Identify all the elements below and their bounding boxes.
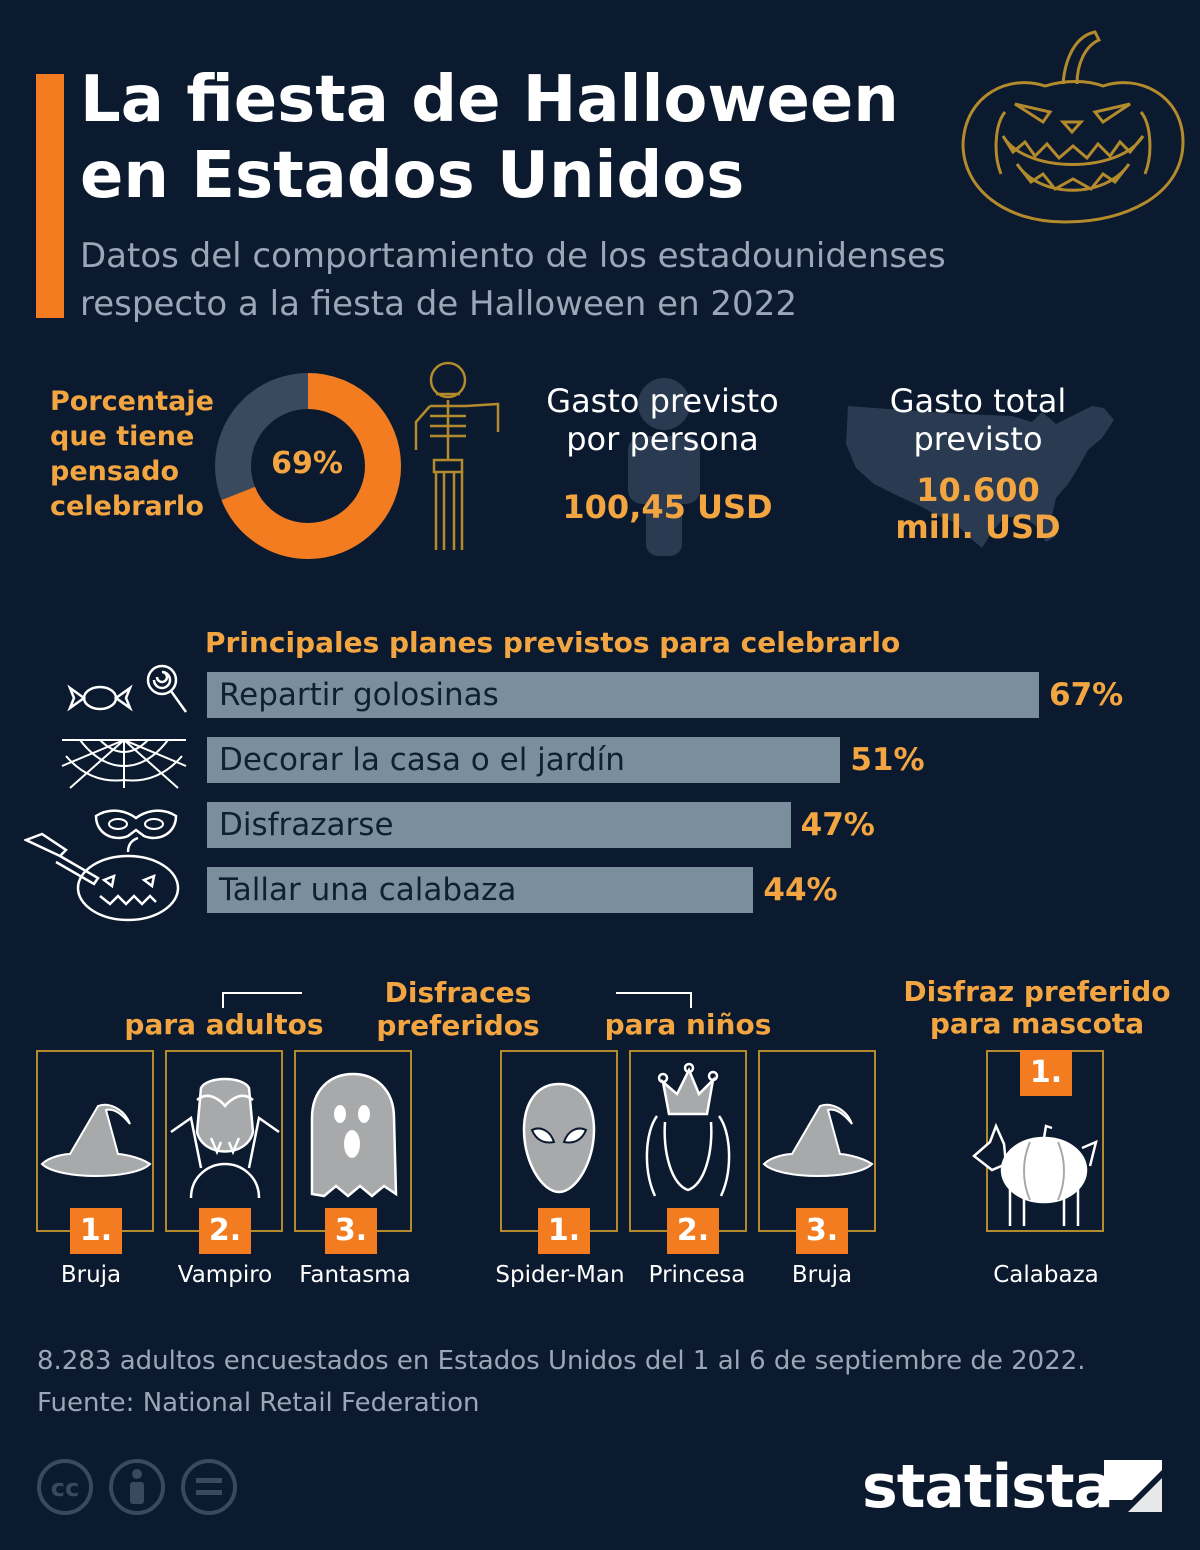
usa-map-icon (846, 406, 1114, 548)
spend-person-label-line: por persona (566, 420, 759, 458)
rank-badge: 3. (325, 1208, 377, 1254)
celebrate-label-line: Porcentaje (50, 386, 214, 417)
rank-badge: 2. (199, 1208, 251, 1254)
statista-brand: statista (862, 1452, 1114, 1522)
plans-chart-title: Principales planes previstos para celebr… (205, 626, 901, 659)
bracket-left (222, 992, 302, 1008)
pet-heading: Disfraz preferido para mascota (900, 976, 1174, 1040)
costume-name: Vampiro (177, 1262, 273, 1288)
source-note: Fuente: National Retail Federation (37, 1388, 480, 1418)
svg-text:cc: cc (51, 1474, 79, 1502)
costume-name: Spider-Man (495, 1262, 625, 1288)
celebrate-percent-label: 69% (271, 446, 343, 481)
spend-total-label-line: previsto (913, 420, 1043, 458)
plan-bar-repartir-golosinas (207, 672, 1039, 718)
statista-logo-icon (1104, 1460, 1162, 1512)
donut-arc-celebrate (215, 373, 401, 559)
pet-heading-line: Disfraz preferido (903, 975, 1171, 1008)
survey-note: 8.283 adultos encuestados en Estados Uni… (37, 1346, 1086, 1376)
costume-name: Fantasma (299, 1262, 411, 1288)
spend-total-value-line: 10.600 (916, 471, 1040, 509)
plan-bar-label: Disfrazarse (219, 807, 394, 843)
page-title: La fiesta de Halloween en Estados Unidos (80, 62, 899, 214)
pet-heading-line: para mascota (929, 1007, 1145, 1040)
rank-badge: 1. (1020, 1050, 1072, 1096)
costume-name: Princesa (648, 1262, 746, 1288)
spend-total-value-line: mill. USD (895, 508, 1061, 546)
rank-badge: 1. (70, 1208, 122, 1254)
plan-bar-label: Repartir golosinas (219, 677, 499, 713)
celebrate-label: Porcentaje que tiene pensado celebrarlo (50, 384, 214, 524)
spend-total-label: Gasto total previsto (853, 382, 1103, 458)
person-silhouette-icon (628, 378, 700, 556)
plan-bar-disfrazarse (207, 802, 791, 848)
skeleton-icon (414, 361, 500, 550)
plan-bar-label: Tallar una calabaza (219, 872, 517, 908)
costume-name: Bruja (791, 1262, 853, 1288)
mask-icon (94, 809, 178, 840)
creative-commons-icons: cc (37, 1459, 237, 1515)
plan-bar-label: Decorar la casa o el jardín (219, 742, 625, 778)
costumes-heading: Disfraces preferidos (376, 976, 540, 1042)
rank-badge: 2. (667, 1208, 719, 1254)
spiderman-icon (522, 1082, 596, 1194)
jack-o-lantern-icon (961, 30, 1185, 224)
celebrate-label-line: celebrarlo (50, 491, 204, 522)
title-line-2: en Estados Unidos (80, 139, 745, 213)
plan-bar-tallar-calabaza (207, 867, 754, 913)
adults-label: para adultos (124, 1008, 324, 1041)
rank-badge: 1. (538, 1208, 590, 1254)
witch-hat-icon (40, 1103, 152, 1177)
pumpkin-knife-icon (24, 832, 180, 922)
celebrate-label-line: pensado (50, 456, 180, 487)
spend-total-value: 10.600 mill. USD (853, 472, 1103, 546)
costume-name: Calabaza (993, 1262, 1099, 1288)
dog-pumpkin-icon (972, 1122, 1098, 1226)
title-line-1: La fiesta de Halloween (80, 63, 899, 137)
plan-bar-decorar-casa (207, 737, 841, 783)
plan-bar-value: 67% (1049, 677, 1124, 713)
witch-hat-icon (762, 1103, 874, 1177)
ghost-icon (310, 1072, 398, 1198)
rank-badge: 3. (796, 1208, 848, 1254)
candy-icon (67, 664, 188, 713)
spend-total-label-line: Gasto total (889, 382, 1067, 420)
bracket-right (616, 992, 692, 1008)
spend-person-label: Gasto previsto por persona (530, 382, 795, 458)
footnote: 8.283 adultos encuestados en Estados Uni… (37, 1340, 1086, 1424)
subtitle-line-1: Datos del comportamiento de los estadoun… (80, 236, 946, 276)
costume-name: Bruja (60, 1262, 122, 1288)
celebrate-donut-chart (215, 373, 401, 559)
plan-bar-value: 44% (763, 872, 838, 908)
celebrate-label-line: que tiene (50, 421, 195, 452)
spend-person-label-line: Gasto previsto (546, 382, 779, 420)
page-subtitle: Datos del comportamiento de los estadoun… (80, 232, 946, 328)
plan-bar-value: 51% (850, 742, 925, 778)
spider-web-icon (61, 739, 187, 789)
plan-bar-value: 47% (800, 807, 875, 843)
princess-icon (645, 1062, 731, 1197)
title-accent-bar (36, 74, 64, 318)
subtitle-line-2: respecto a la fiesta de Halloween en 202… (80, 284, 797, 324)
kids-label: para niños (604, 1008, 772, 1041)
spend-person-value: 100,45 USD (562, 488, 773, 526)
vampire-icon (170, 1077, 280, 1199)
